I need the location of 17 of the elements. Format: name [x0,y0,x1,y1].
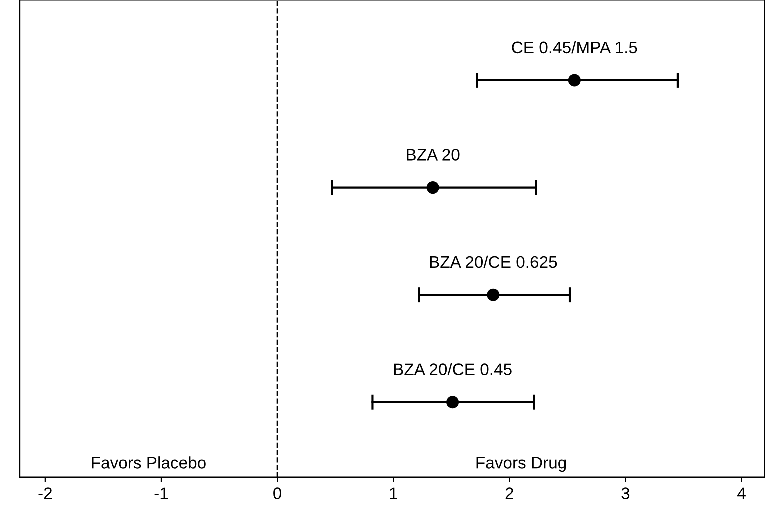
point [426,182,440,194]
x-tick-label: 3 [622,488,630,500]
x-tick-label: -1 [154,488,168,500]
annotation: Favors Drug [476,457,566,472]
x-tick-label: 0 [274,488,282,500]
y-tick-label: BZA 20 [407,149,460,161]
point [446,396,460,409]
point [487,288,500,302]
annotation: Favors Placebo [92,456,206,469]
y-tick-label: CE 0.45/MPA 1.5 [512,41,638,54]
x-tick-label: 4 [738,488,746,500]
y-tick-label: BZA 20/CE 0.45 [394,363,512,376]
point [568,74,581,87]
x-tick-label: 1 [390,488,398,500]
y-tick-label: BZA 20/CE 0.625 [430,256,558,268]
x-tick-label: -2 [38,488,52,500]
x-tick-label: 2 [506,488,514,500]
